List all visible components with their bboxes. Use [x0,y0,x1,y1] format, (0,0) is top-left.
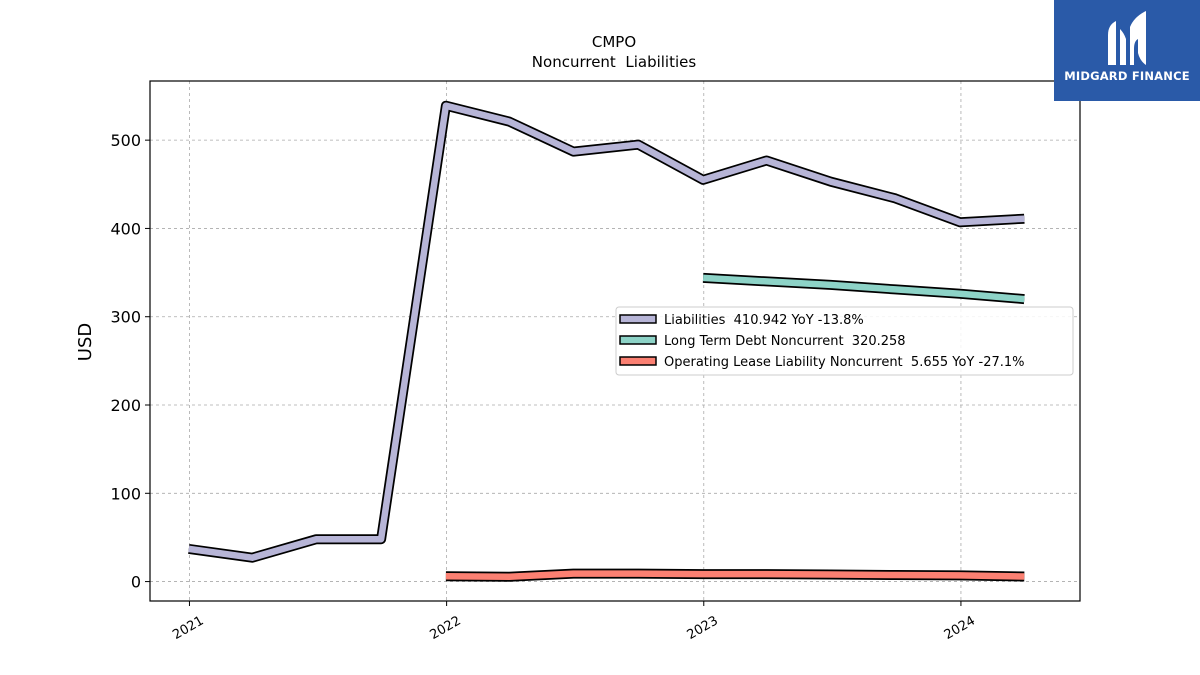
legend-label: Liabilities 410.942 YoY -13.8% [664,313,864,328]
series-1 [702,272,1025,305]
chart-subtitle: Noncurrent Liabilities [532,53,697,71]
series-line [188,102,1025,561]
series-line [445,570,1025,580]
x-tick-label: 2022 [427,613,463,643]
legend: Liabilities 410.942 YoY -13.8% Long Term … [615,306,1074,376]
y-tick-label: 100 [110,484,141,503]
legend-swatch [619,356,657,366]
y-tick-label: 400 [110,219,141,238]
y-tick-label: 200 [110,396,141,415]
y-tick-label: 500 [110,131,141,150]
plot-frame [149,80,1081,602]
y-tick-label: 0 [131,573,141,592]
y-tick-label: 300 [110,308,141,327]
legend-label: Operating Lease Liability Noncurrent 5.6… [664,355,1025,370]
x-tick-label: 2024 [942,613,978,643]
x-tick-label: 2021 [170,613,206,643]
series-line [702,274,1025,303]
x-tick-label: 2023 [685,613,721,643]
series-0 [188,100,1025,563]
y-axis-label: USD [75,323,96,361]
chart-title: CMPO [592,33,636,51]
axes: 0 100 200 300 400 500 2021 2022 2023 2024 [110,131,977,643]
brand-logo: MIDGARD FINANCE [1054,0,1200,101]
midgard-logo-icon [1108,11,1146,65]
series-2 [445,568,1025,582]
series-lines [188,100,1025,582]
legend-box [615,306,1074,376]
brand-name: MIDGARD FINANCE [1064,69,1190,83]
legend-swatch [619,335,657,345]
legend-label: Long Term Debt Noncurrent 320.258 [664,334,906,349]
legend-swatch [619,314,657,324]
